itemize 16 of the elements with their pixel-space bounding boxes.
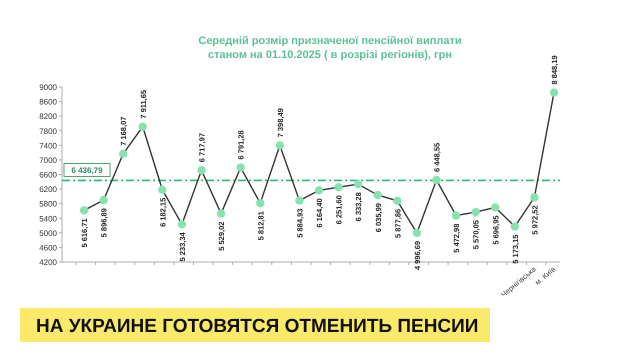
y-tick-label: 6200 [39,185,58,194]
y-tick-label: 9000 [39,83,58,92]
y-tick-label: 8600 [39,98,58,107]
text: НА УКРАИНЕ ГОТОВЯТСЯ ОТМЕНИТЬ ПЕНСИИ [36,316,478,337]
ref-line-label: 6 436,79 [71,166,104,175]
y-tick-label: 7400 [39,141,58,150]
y-tick-label: 7000 [39,156,58,165]
chart-title: Середній розмір призначеної пенсійної виплати станом на 01.10.2025 ( в розрізі регіонів), грн [198,35,462,61]
y-tick-label: 6600 [39,170,58,180]
y-tick-label: 7800 [39,126,58,136]
y-tick-label: 5000 [39,228,58,238]
y-tick-label: 5400 [39,214,58,224]
y-tick-label: 8200 [39,112,58,122]
y-tick-label: 4600 [39,243,58,252]
y-tick-label: 4200 [39,258,58,267]
y-tick-label: 5800 [39,200,58,209]
